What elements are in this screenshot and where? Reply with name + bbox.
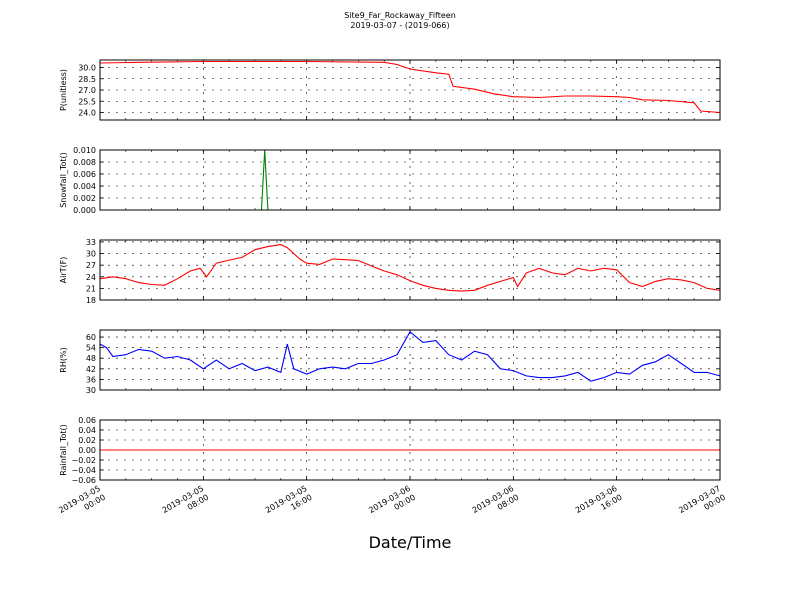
panel-5: −0.06−0.04−0.020.000.020.040.06 Rainfall_…: [59, 416, 721, 485]
y-tick-label: 0.02: [78, 436, 96, 445]
y-tick-label: 0.006: [73, 170, 96, 179]
y-tick-label: 54: [86, 344, 96, 353]
plot-frame: [99, 239, 721, 301]
panel-2: 0.000 0.002 0.004 0.006 0.008 0.010 Snowfall_T…: [59, 146, 721, 215]
y-tick-label: 27: [86, 261, 96, 270]
x-tick-label: 2019-03-0616:00: [574, 484, 624, 524]
panel-3: 18 21 24 27 30 33 AirT(F): [59, 238, 721, 305]
y-tick-label: 25.5: [78, 97, 96, 106]
y-tick-label: 0.00: [78, 446, 96, 455]
y-tick-label: 24.0: [78, 109, 96, 118]
y-tick-label: 24: [86, 273, 96, 282]
x-tick-label: 2019-03-0516:00: [264, 484, 314, 524]
x-tick-labels: 2019-03-0500:00 2019-03-0508:00 2019-03-05…: [57, 484, 727, 524]
y-tick-label: 0.010: [73, 146, 96, 155]
y-tick-label: 0.04: [78, 426, 96, 435]
x-tick-label: 2019-03-0700:00: [677, 484, 727, 524]
y-tick-label: 33: [86, 238, 96, 247]
y-tick-label: 21: [86, 284, 96, 293]
series-line-4: [99, 330, 721, 382]
series-line-1: [99, 60, 721, 114]
panel-1: 24.0 25.5 27.0 28.5 30.0 P(unitless): [59, 59, 721, 121]
y-tick-label: 0.000: [73, 206, 96, 215]
y-tick-label: 60: [86, 333, 96, 342]
y-tick-label: 18: [86, 296, 96, 305]
y-tick-label: 30: [86, 386, 96, 395]
figure-title: Site9_Far_Rockaway_Fifteen: [344, 11, 456, 20]
y-tick-label: 48: [86, 354, 96, 363]
y-axis-label: AirT(F): [59, 257, 68, 284]
y-tick-label: 42: [86, 365, 96, 374]
y-tick-label: 0.008: [73, 158, 96, 167]
x-axis-label: Date/Time: [368, 533, 452, 552]
x-tick-label: 2019-03-0508:00: [161, 484, 211, 524]
y-tick-label: −0.02: [71, 456, 96, 465]
plot-frame: [99, 419, 721, 481]
y-tick-label: 0.004: [73, 182, 96, 191]
y-tick-label: 36: [86, 375, 96, 384]
y-axis-label: Rainfall_Tot(): [59, 424, 68, 476]
y-tick-label: 0.06: [78, 416, 96, 425]
y-tick-label: 28.5: [78, 75, 96, 84]
plot-frame: [99, 329, 721, 391]
y-tick-label: −0.04: [71, 466, 96, 475]
y-axis-label: RH(%): [59, 347, 68, 372]
x-tick-label: 2019-03-0600:00: [367, 484, 417, 524]
figure-subtitle: 2019-03-07 - (2019-066): [350, 21, 450, 30]
plot-frame: [99, 149, 721, 211]
y-tick-label: 0.002: [73, 194, 96, 203]
y-tick-label: 30.0: [78, 64, 96, 73]
y-tick-label: 27.0: [78, 86, 96, 95]
plot-frame: [99, 59, 721, 121]
series-line-3: [99, 244, 721, 292]
x-tick-label: 2019-03-0500:00: [57, 484, 107, 524]
y-axis-label: P(unitless): [59, 69, 68, 111]
x-tick-label: 2019-03-0608:00: [471, 484, 521, 524]
y-tick-label: 30: [86, 250, 96, 259]
y-axis-label: Snowfall_Tot(): [59, 152, 68, 208]
y-tick-label: −0.06: [71, 476, 96, 485]
